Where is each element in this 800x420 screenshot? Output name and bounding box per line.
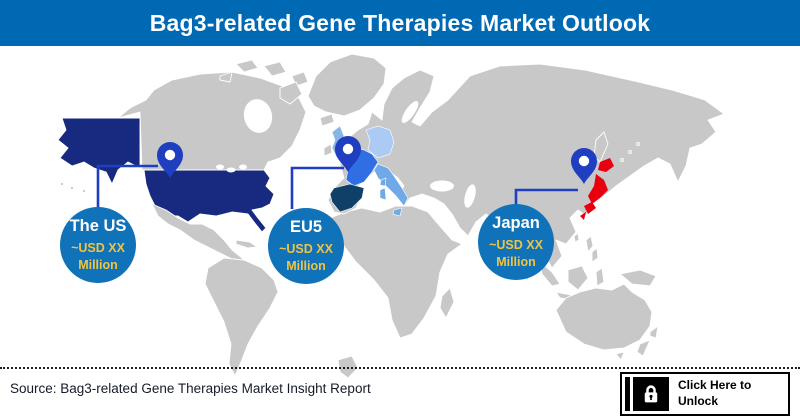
map-africa [327, 205, 463, 339]
aleutian-island [59, 181, 65, 187]
map-japan-kyushu [584, 202, 596, 214]
baffin-island [279, 81, 303, 105]
region-badge-eu5: EU5 ~USD XX Million [268, 208, 344, 284]
map-us-mainland [143, 169, 275, 233]
unlock-label-line1: Click Here to [678, 378, 752, 393]
map-cuba [235, 239, 258, 249]
region-name: Japan [492, 214, 540, 233]
map-tasmania [615, 351, 625, 361]
dotted-divider [0, 367, 800, 369]
great-lake [239, 164, 247, 170]
map-eurasia [327, 63, 725, 271]
aleutian-island [81, 188, 87, 194]
map-south-america [204, 257, 279, 377]
arctic-island [219, 71, 233, 83]
map-sumatra [539, 261, 561, 287]
map-pin-eu5 [335, 136, 361, 172]
region-value: ~USD XX [489, 238, 543, 253]
map-canada [117, 71, 307, 171]
lock-icon [633, 377, 669, 411]
map-sicily [392, 207, 403, 217]
map-pin-us [157, 142, 183, 178]
map-philippines [591, 247, 599, 263]
hudson-bay [243, 99, 273, 133]
source-text: Source: Bag3-related Gene Therapies Mark… [10, 381, 371, 396]
map-pin-japan [571, 148, 597, 184]
map-japan-hokkaido [598, 158, 614, 172]
map-ireland [323, 143, 333, 157]
map-sardinia [379, 187, 387, 201]
connector-eu5 [290, 166, 344, 209]
map-japan-honshu [588, 174, 608, 204]
arctic-island [235, 59, 259, 73]
map-philippines [585, 235, 594, 253]
region-value: ~USD XX [279, 242, 333, 257]
region-unit: Million [286, 258, 326, 273]
map-corsica [379, 177, 387, 187]
header-bar: Bag3-related Gene Therapies Market Outlo… [0, 0, 800, 46]
kuril-island [636, 142, 640, 146]
connector-us [96, 164, 158, 208]
map-new-zealand [649, 325, 659, 339]
map-greenland [307, 53, 387, 117]
map-madagascar [439, 287, 455, 319]
map-japan-island [580, 212, 586, 220]
arctic-island [263, 61, 287, 77]
region-name: The US [69, 217, 127, 236]
map-iceland [319, 113, 335, 127]
connector-japan [514, 188, 578, 205]
kuril-island [628, 150, 632, 154]
unlock-accent-bar [625, 377, 630, 411]
map-australia [555, 283, 653, 351]
map-germany [365, 125, 395, 159]
region-badge-japan: Japan ~USD XX Million [478, 204, 554, 280]
unlock-label-line2: Unlock [678, 394, 719, 408]
black-sea [430, 180, 454, 192]
region-name: EU5 [289, 218, 323, 237]
baltic-sea [401, 101, 419, 123]
great-lake [226, 167, 236, 173]
region-value: ~USD XX [71, 241, 125, 256]
kuril-island [620, 158, 624, 162]
region-badge-us: The US ~USD XX Million [60, 207, 136, 283]
aleutian-island [69, 185, 75, 191]
great-lake [216, 164, 224, 170]
map-new-zealand [636, 339, 651, 357]
map-taiwan [573, 232, 580, 243]
region-unit: Million [78, 257, 118, 272]
map-italy [373, 163, 409, 207]
caspian-sea [464, 184, 476, 208]
map-sulawesi [595, 267, 605, 287]
map-spain [329, 183, 365, 213]
page-title: Bag3-related Gene Therapies Market Outlo… [149, 9, 651, 36]
unlock-button[interactable]: Click Here to Unlock [620, 372, 790, 416]
map-borneo [567, 265, 589, 291]
map-new-guinea [619, 269, 657, 287]
region-unit: Million [496, 254, 536, 269]
